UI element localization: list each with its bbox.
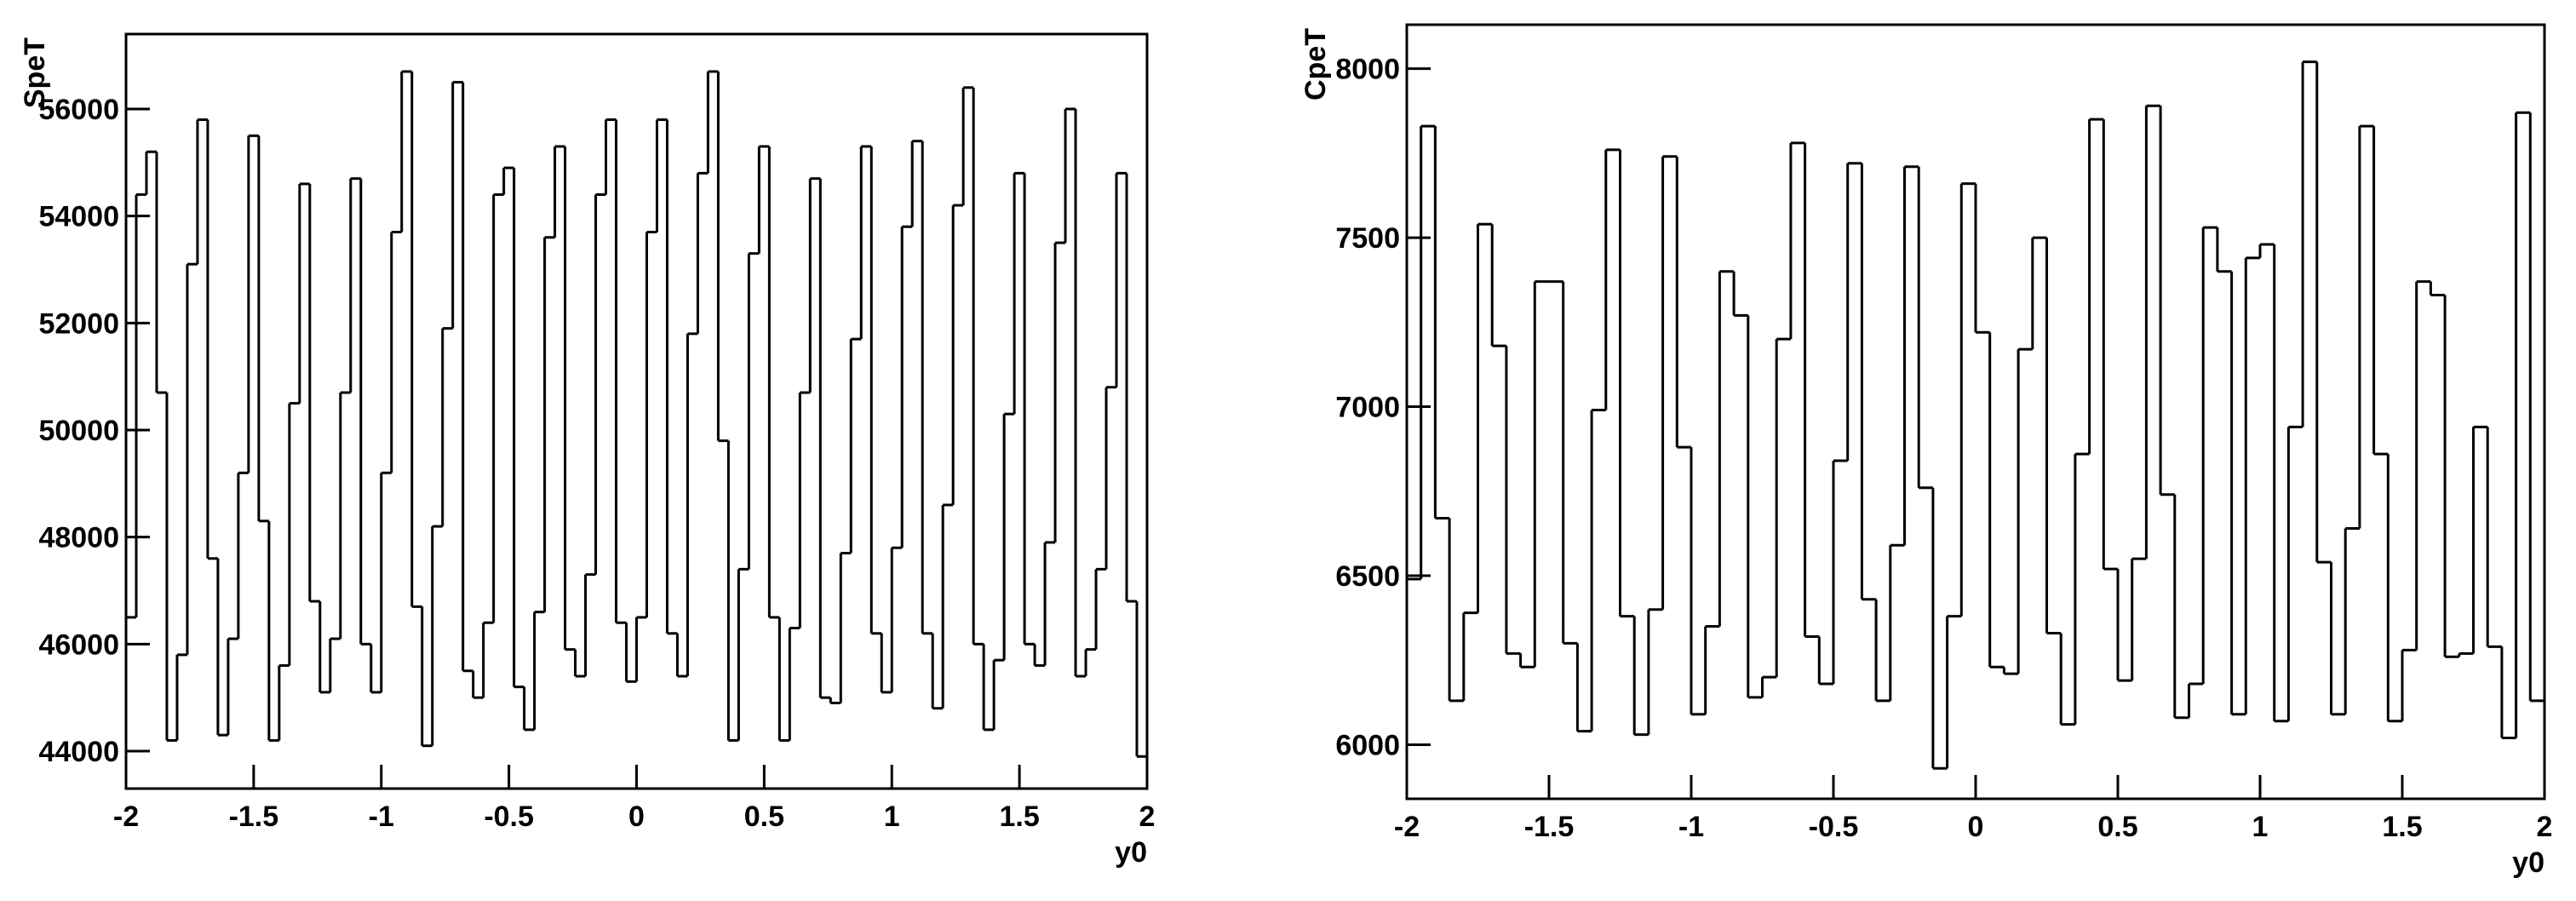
y-tick-label: 7500 — [1335, 222, 1400, 255]
x-tick-label: 1 — [2252, 811, 2269, 843]
x-tick-label: 0.5 — [744, 801, 784, 833]
x-tick-label: 0 — [628, 801, 645, 833]
x-tick-label: -0.5 — [1809, 811, 1859, 843]
y-tick-label: 56000 — [38, 94, 119, 126]
x-tick-label: 0.5 — [2097, 811, 2137, 843]
x-tick-label: -2 — [113, 801, 139, 833]
y-tick-label: 6000 — [1335, 729, 1400, 761]
x-axis-title: y0 — [2512, 846, 2544, 879]
y-axis-title: CpeT — [1299, 28, 1332, 100]
step-connector — [1420, 61, 2532, 769]
y-tick-label: 50000 — [38, 415, 119, 447]
x-tick-label: -1.5 — [229, 801, 279, 833]
x-tick-label: 1.5 — [999, 801, 1039, 833]
x-tick-label: 1 — [884, 801, 900, 833]
x-axis-title: y0 — [1115, 836, 1147, 869]
x-tick-label: -1.5 — [1524, 811, 1575, 843]
x-tick-label: -1 — [1678, 811, 1704, 843]
y-axis-title: SpeT — [19, 37, 51, 108]
step-connector — [135, 71, 1139, 757]
x-tick-label: 1.5 — [2382, 811, 2422, 843]
x-tick-label: -0.5 — [484, 801, 534, 833]
y-tick-label: 7000 — [1335, 392, 1400, 424]
y-tick-label: 8000 — [1335, 54, 1400, 86]
y-tick-label: 44000 — [38, 736, 119, 768]
x-tick-label: 2 — [1139, 801, 1156, 833]
x-tick-label: -1 — [369, 801, 394, 833]
y-tick-label: 46000 — [38, 628, 119, 661]
y-tick-label: 52000 — [38, 307, 119, 340]
y-tick-label: 6500 — [1335, 560, 1400, 593]
x-tick-label: 2 — [2537, 811, 2553, 843]
y-tick-label: 48000 — [38, 522, 119, 554]
x-tick-label: 0 — [1968, 811, 1984, 843]
x-tick-label: -2 — [1394, 811, 1420, 843]
y-tick-label: 54000 — [38, 201, 119, 233]
